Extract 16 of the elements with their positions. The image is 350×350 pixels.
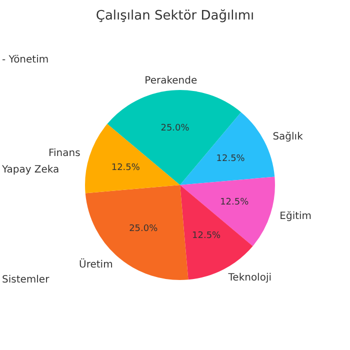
data-label: 25.0% bbox=[160, 124, 190, 134]
data-label: 12.5% bbox=[192, 230, 222, 241]
data-label: 25.0% bbox=[129, 224, 158, 234]
slice-label: Sağlık bbox=[272, 131, 304, 142]
slice-label: Perakende bbox=[144, 75, 198, 86]
text: Yapay Zeka bbox=[1, 164, 60, 176]
data-label: 12.5% bbox=[216, 154, 246, 164]
slice-label: Eğitim bbox=[280, 211, 312, 222]
data-label: 12.5% bbox=[220, 197, 250, 208]
text: - Yönetim bbox=[2, 54, 49, 66]
data-label: 12.5% bbox=[111, 163, 140, 174]
chart-title: Çalışılan Sektör Dağılımı bbox=[96, 8, 254, 24]
slice-label: Üretim bbox=[79, 258, 113, 271]
slice-label: Teknoloji bbox=[227, 272, 272, 284]
text: Sistemler bbox=[2, 274, 50, 286]
slice-label: Finans bbox=[48, 148, 80, 160]
